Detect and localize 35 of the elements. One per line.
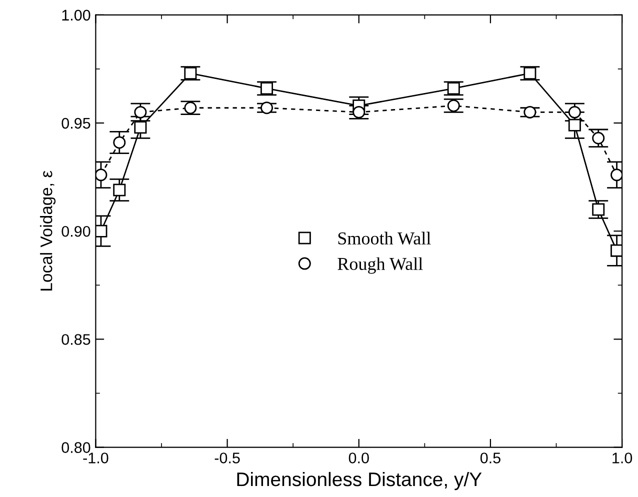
- point: [113, 184, 126, 196]
- x-tick-label: -1.0: [83, 452, 108, 464]
- legend-label: Smooth Wall: [338, 232, 431, 245]
- point: [592, 203, 605, 216]
- y-tick-label: 0.95: [62, 118, 90, 129]
- point: [184, 67, 197, 80]
- point: [568, 106, 581, 118]
- point: [96, 168, 108, 182]
- point: [524, 106, 536, 118]
- point: [260, 82, 274, 95]
- y-tick-label: 0.80: [62, 442, 90, 453]
- y-tick-label: 0.90: [62, 226, 90, 237]
- legend-label: Rough Wall: [338, 257, 423, 274]
- x-axis-title: Dimensionless Distance, y/Y: [237, 472, 482, 490]
- y-tick-label: 0.85: [62, 334, 90, 345]
- x-tick-label: 0.0: [348, 452, 369, 464]
- point: [447, 99, 460, 112]
- y-tick-label: 1.00: [62, 10, 90, 21]
- point: [610, 168, 622, 182]
- x-tick-label: -0.5: [214, 452, 240, 464]
- y-axis-title: Local Voidage, ε: [40, 170, 56, 290]
- x-tick-label: 1.0: [612, 452, 632, 464]
- x-tick-label: 0.5: [480, 452, 500, 464]
- point: [134, 121, 147, 134]
- point: [524, 67, 536, 80]
- point: [592, 132, 605, 144]
- point: [610, 244, 622, 257]
- point: [184, 102, 197, 114]
- point: [96, 224, 108, 238]
- point: [568, 118, 581, 132]
- point: [134, 106, 147, 118]
- point: [260, 102, 274, 114]
- point: [352, 106, 366, 118]
- point: [113, 136, 126, 149]
- point: [447, 82, 460, 95]
